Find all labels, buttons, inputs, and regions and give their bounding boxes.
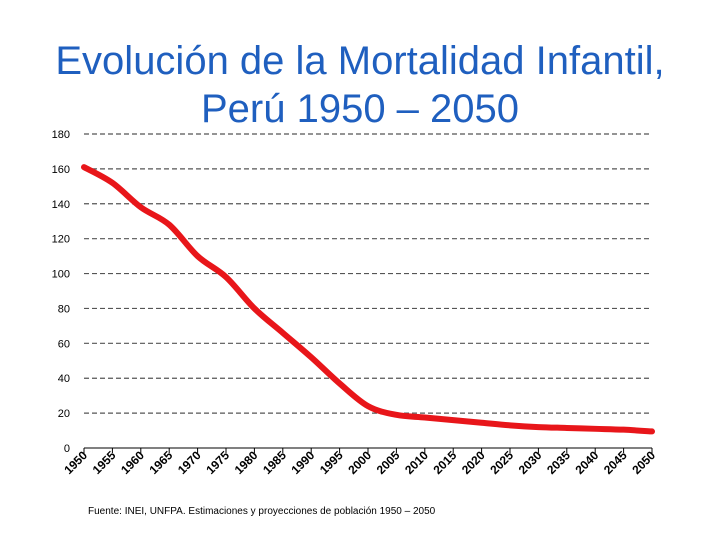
x-tick-label: 2010 [402, 448, 431, 477]
x-tick-label: 2030 [516, 448, 545, 477]
series-line [81, 164, 655, 435]
y-tick-label: 100 [52, 269, 70, 281]
x-tick-label: 1985 [260, 448, 289, 477]
y-tick-label: 160 [52, 164, 70, 176]
x-tick-label: 2025 [487, 448, 516, 477]
chart-title-line-2: Perú 1950 – 2050 [200, 86, 520, 131]
x-tick-label: 1995 [317, 448, 346, 477]
x-tick-label: 1980 [232, 448, 261, 477]
y-tick-label: 180 [52, 129, 70, 141]
x-tick-label: 1960 [118, 448, 147, 477]
y-tick-label: 40 [58, 373, 70, 385]
x-tick-label: 1975 [203, 448, 232, 477]
x-tick-label: 1965 [147, 448, 176, 477]
x-tick-label: 2045 [601, 448, 630, 477]
x-tick-label: 1955 [90, 448, 119, 477]
x-tick-label: 2005 [374, 448, 403, 477]
x-tick-label: 1970 [175, 448, 204, 477]
x-tick-label: 2050 [629, 448, 658, 477]
chart-title-line-1: Evolución de la Mortalidad Infantil, [55, 38, 665, 83]
x-tick-label: 2020 [459, 448, 488, 477]
x-tick-label: 2040 [573, 448, 602, 477]
chart-title: Evolución de la Mortalidad Infantil, Per… [0, 37, 720, 133]
y-tick-label: 60 [58, 338, 70, 350]
y-tick-label: 20 [58, 408, 70, 420]
x-tick-label: 2035 [544, 448, 573, 477]
y-tick-label: 120 [52, 234, 70, 246]
x-tick-label: 1990 [289, 448, 318, 477]
x-tick-label: 2015 [431, 448, 460, 477]
y-tick-label: 80 [58, 303, 70, 315]
x-tick-label: 2000 [345, 448, 374, 477]
y-tick-label: 0 [64, 443, 70, 455]
source-note: Fuente: INEI, UNFPA. Estimaciones y proy… [88, 506, 436, 517]
y-tick-label: 140 [52, 199, 70, 211]
